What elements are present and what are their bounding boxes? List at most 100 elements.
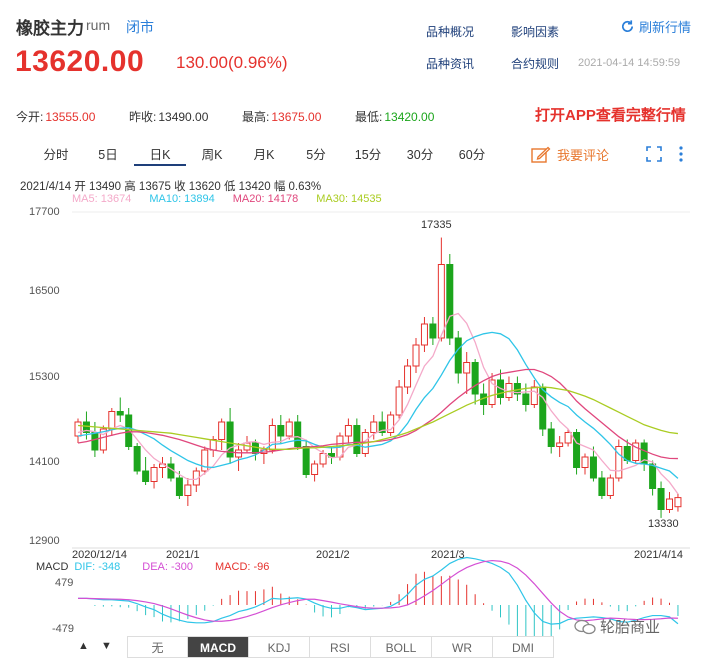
max-price-annotation: 17335: [421, 219, 452, 231]
candle-body: [150, 467, 158, 482]
last-price: 13620.00: [15, 45, 145, 78]
fullscreen-icon[interactable]: [646, 146, 662, 162]
min-price-annotation: 13330: [648, 518, 679, 530]
candle-body: [522, 393, 530, 405]
tab-5min[interactable]: 5分: [306, 148, 326, 162]
link-overview[interactable]: 品种概况: [426, 25, 475, 39]
macd-ymin: -479: [52, 623, 75, 635]
indicator-macd[interactable]: MACD: [188, 636, 249, 658]
prev-value: 13490.00: [158, 110, 209, 124]
candle-body: [632, 442, 640, 461]
candle-body: [277, 425, 285, 437]
watermark-text: 轮胎商业: [600, 619, 661, 636]
candle-body: [657, 488, 665, 510]
candle-body: [226, 421, 234, 458]
candle-body: [556, 442, 564, 447]
open-value: 13555.00: [45, 110, 96, 124]
macd-name: MACD: [36, 561, 69, 573]
candle-body: [589, 456, 597, 479]
candle-body: [547, 428, 555, 447]
period-tabs: 分时 5日 日K 周K 月K 5分 15分 30分 60分: [30, 146, 498, 166]
edit-icon: [531, 146, 551, 163]
y-tick-label: 12900: [29, 535, 60, 547]
watermark: 轮胎商业: [574, 616, 660, 637]
x-tick-label: 2021/3: [431, 549, 465, 561]
ma20-line: [77, 368, 678, 460]
candle-body: [420, 323, 428, 346]
macd-dif: DIF: -348: [74, 561, 121, 573]
ma10-line: [77, 331, 679, 479]
arrow-down-icon[interactable]: ▼: [101, 640, 112, 652]
dea-line: [78, 559, 678, 622]
x-tick-label: 2020/12/14: [72, 549, 128, 561]
more-icon[interactable]: [677, 145, 685, 163]
indicator-wr[interactable]: WR: [432, 636, 493, 658]
macd-dea: DEA: -300: [142, 561, 193, 573]
comment-button[interactable]: 我要评论: [531, 145, 609, 164]
candle-body: [285, 421, 293, 437]
candle-body: [387, 414, 395, 433]
tab-weekly-k[interactable]: 周K: [201, 148, 223, 162]
candle-body: [395, 386, 403, 416]
tab-60min[interactable]: 60分: [458, 148, 486, 162]
indicator-rsi[interactable]: RSI: [310, 636, 371, 658]
tab-timeshare[interactable]: 分时: [43, 148, 69, 162]
candle-body: [615, 446, 623, 479]
tab-monthly-k[interactable]: 月K: [253, 148, 275, 162]
candle-body: [404, 365, 412, 388]
candle-body: [99, 428, 107, 451]
market-status: 闭市: [126, 19, 154, 35]
candle-body: [666, 498, 673, 510]
y-tick-label: 16500: [29, 285, 60, 297]
candle-body: [235, 449, 243, 458]
candle-body: [606, 477, 614, 496]
open-label: 今开:: [16, 110, 44, 124]
candle-info: 2021/4/14 开 13490 高 13675 收 13620 低 1342…: [20, 181, 322, 193]
candle-body: [319, 453, 327, 465]
candle-body: [133, 446, 141, 472]
arrow-up-icon[interactable]: ▲: [78, 640, 89, 652]
candle-body: [353, 425, 361, 454]
high-label: 最高:: [242, 110, 270, 124]
candle-body: [268, 425, 276, 451]
ma5-label: MA5: 13674: [72, 193, 132, 205]
indicator-none[interactable]: 无: [127, 636, 188, 658]
low-label: 最低:: [355, 110, 383, 124]
indicator-dmi[interactable]: DMI: [493, 636, 554, 658]
macd-legend: MACD DIF: -348 DEA: -300 MACD: -96: [36, 561, 269, 573]
refresh-button[interactable]: 刷新行情: [620, 17, 691, 36]
tab-30min[interactable]: 30分: [406, 148, 434, 162]
price-change: 130.00(0.96%): [176, 53, 288, 72]
tab-15min[interactable]: 15分: [354, 148, 382, 162]
ma30-label: MA30: 14535: [316, 193, 382, 205]
low-value: 13420.00: [384, 110, 435, 124]
candle-body: [251, 442, 259, 454]
candle-body: [344, 425, 352, 437]
candle-body: [446, 264, 454, 339]
link-factors[interactable]: 影响因素: [511, 25, 560, 39]
tab-daily-k[interactable]: 日K: [134, 146, 186, 166]
candle-body: [184, 484, 192, 496]
y-tick-label: 14100: [29, 456, 60, 468]
candle-body: [82, 421, 90, 433]
candle-body: [429, 323, 437, 339]
candle-body: [370, 421, 378, 433]
candle-body: [74, 421, 82, 437]
candle-body: [581, 456, 589, 468]
indicator-boll[interactable]: BOLL: [371, 636, 432, 658]
instrument-code: rum: [86, 17, 111, 33]
candle-body: [674, 497, 682, 508]
tab-5day[interactable]: 5日: [98, 148, 118, 162]
link-news[interactable]: 品种资讯: [426, 57, 475, 71]
y-tick-label: 17700: [29, 206, 60, 218]
ma30-line: [77, 386, 679, 450]
refresh-icon: [622, 20, 634, 32]
ma-legend: MA5: 13674 MA10: 13894 MA20: 14178 MA30:…: [72, 193, 382, 205]
open-app-banner[interactable]: 打开APP查看完整行情: [535, 107, 686, 124]
link-rules[interactable]: 合约规则: [511, 57, 560, 71]
indicator-kdj[interactable]: KDJ: [249, 636, 310, 658]
y-tick-label: 15300: [29, 371, 60, 383]
candle-body: [294, 421, 302, 447]
timestamp: 2021-04-14 14:59:59: [578, 57, 681, 69]
